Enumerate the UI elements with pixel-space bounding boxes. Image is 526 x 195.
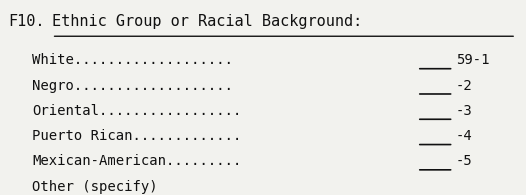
Text: Negro...................: Negro................... <box>33 79 234 93</box>
Text: Other (specify): Other (specify) <box>33 180 158 194</box>
Text: Puerto Rican.............: Puerto Rican............. <box>33 129 242 143</box>
Text: F10.: F10. <box>8 14 45 29</box>
Text: 59-1: 59-1 <box>456 53 490 67</box>
Text: -2: -2 <box>456 79 473 93</box>
Text: -5: -5 <box>456 154 473 168</box>
Text: White...................: White................... <box>33 53 234 67</box>
Text: -4: -4 <box>456 129 473 143</box>
Text: -3: -3 <box>456 104 473 118</box>
Text: Oriental.................: Oriental................. <box>33 104 242 118</box>
Text: Mexican-American.........: Mexican-American......... <box>33 154 242 168</box>
Text: Ethnic Group or Racial Background:: Ethnic Group or Racial Background: <box>52 14 362 29</box>
